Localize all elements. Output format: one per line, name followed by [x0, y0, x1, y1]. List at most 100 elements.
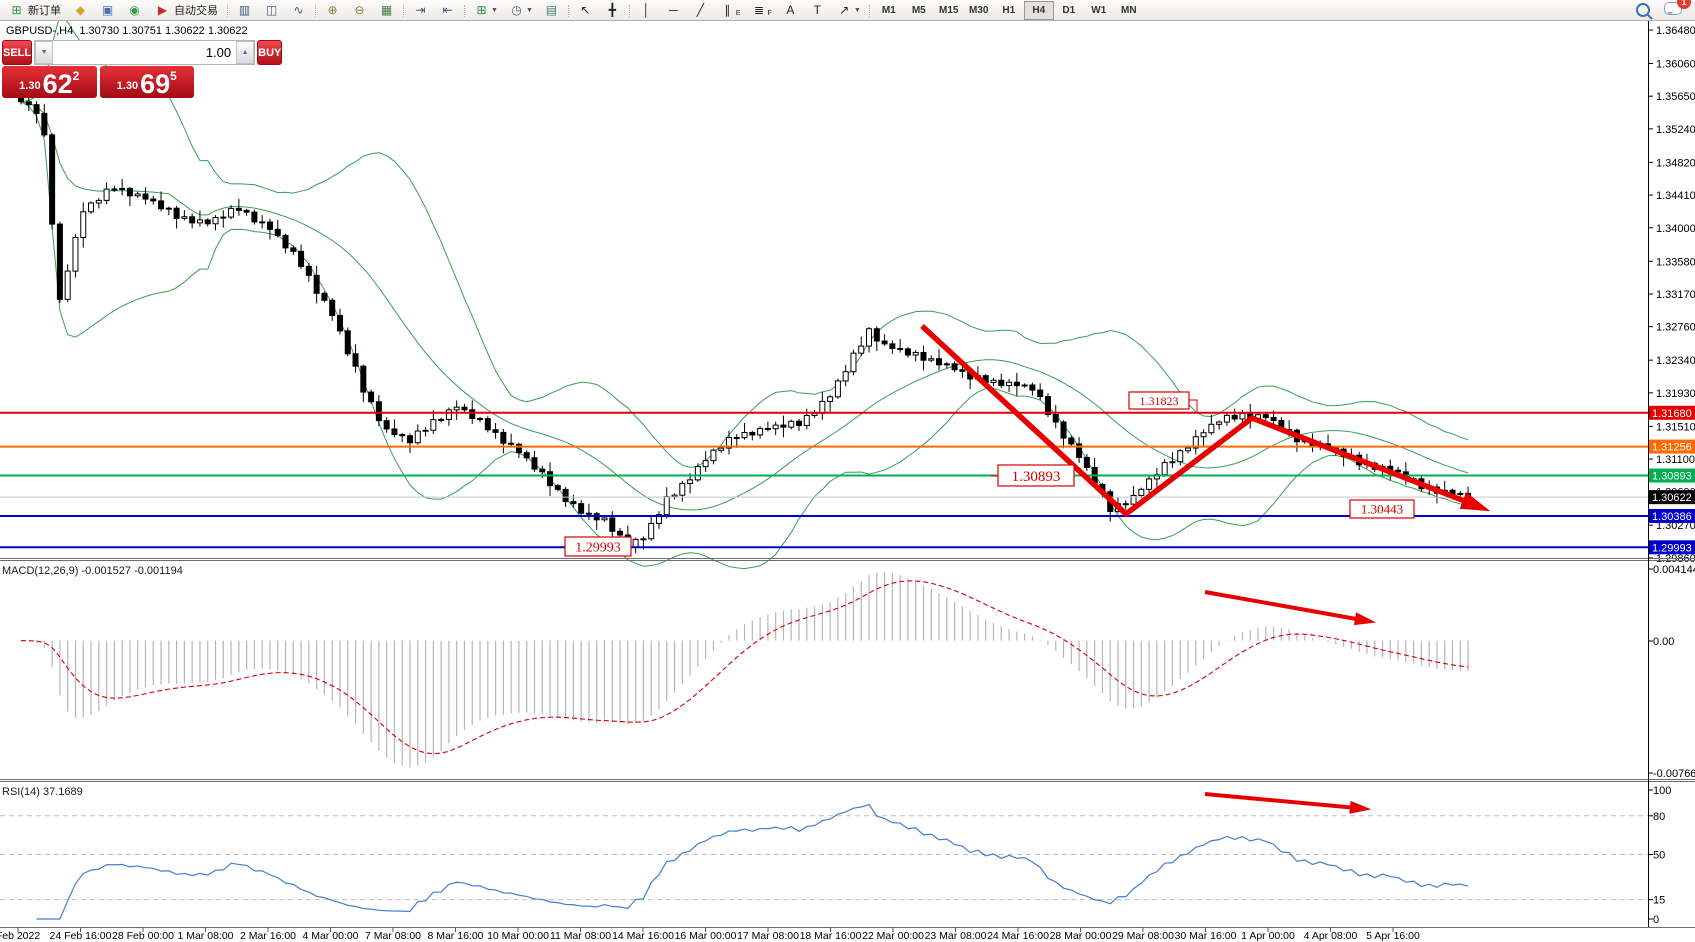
candle-body [1239, 412, 1246, 420]
buy-button[interactable]: BUY [257, 40, 283, 65]
candle-body [212, 216, 219, 225]
candle-body [344, 330, 351, 355]
candle-body [422, 429, 429, 432]
candle-body [741, 431, 748, 439]
timeframe-mn-button[interactable]: MN [1120, 4, 1137, 16]
bar-chart-button[interactable]: ▥ [231, 0, 258, 20]
cursor-button[interactable]: ↖ [572, 0, 599, 20]
line-chart-button[interactable]: ∿ [285, 0, 312, 20]
timeframe-m1-button[interactable]: M1 [881, 4, 896, 16]
price-axis-tick-label: 1.31100 [1656, 454, 1695, 466]
crosshair-button[interactable]: ╋ [599, 0, 626, 20]
timeframe-m5-button[interactable]: M5 [911, 4, 926, 16]
text-button[interactable]: A [777, 0, 804, 20]
price-annotation-label: 1.30443 [1361, 502, 1403, 517]
candle-body [663, 496, 670, 516]
periods-button[interactable]: ◷ ▼ [503, 0, 538, 20]
notifications-button[interactable]: 1 [1664, 0, 1691, 18]
timeframe-m15-button[interactable]: M15 [939, 4, 959, 16]
candle-body [399, 434, 406, 437]
timeframe-h1-button[interactable]: H1 [1002, 4, 1016, 16]
candle-body [352, 353, 359, 367]
bollinger-band-line [20, 14, 1469, 468]
volume-decrease-button[interactable]: ▼ [35, 41, 54, 64]
auto-scroll-button[interactable]: ⇥ [407, 0, 434, 20]
sell-button[interactable]: SELL [2, 40, 33, 65]
toolbar-separator [403, 5, 404, 17]
timeframe-m30-button[interactable]: M30 [969, 4, 989, 16]
signals-button[interactable]: ◉ [121, 0, 148, 20]
fibonacci-button[interactable]: ≣ F [746, 0, 777, 20]
text-label-button[interactable]: T [804, 0, 831, 20]
symbol-title: GBPUSD-,H4 [6, 25, 74, 37]
candle-body [873, 328, 880, 342]
candle-body [1231, 414, 1238, 420]
arrows-button[interactable]: ↗ ▼ [831, 0, 866, 20]
chart-shift-button[interactable]: ⇤ [434, 0, 461, 20]
arrows-icon: ↗ [839, 3, 850, 17]
time-axis-label: 2 Mar 16:00 [240, 930, 296, 942]
candlestick-chart-button[interactable]: ◫ [258, 0, 285, 20]
tile-windows-button[interactable]: ▦ [373, 0, 400, 20]
buy-price-display[interactable]: 1.30 69 5 [99, 66, 194, 98]
candle-body [1044, 396, 1051, 415]
templates-icon: ▤ [545, 3, 558, 17]
candle-body [414, 430, 421, 444]
market-watch-window-button[interactable]: ▣ [94, 0, 121, 20]
candle-body [803, 414, 810, 427]
candle-body [570, 501, 577, 505]
sell-price-display[interactable]: 1.30 62 2 [2, 66, 97, 98]
volume-increase-button[interactable]: ▲ [236, 41, 255, 64]
volume-input[interactable] [53, 41, 237, 64]
candle-body [189, 216, 196, 224]
candle-body [679, 482, 686, 496]
candle-body [725, 437, 732, 449]
autotrade-button[interactable]: ▶ 自动交易 [149, 1, 223, 19]
horizontal-line-button[interactable]: ─ [660, 0, 687, 20]
rsi-title: RSI(14) [2, 786, 40, 798]
candle-body [827, 396, 834, 402]
zoom-out-button[interactable]: ⊖ [346, 0, 373, 20]
candle-body [1006, 381, 1013, 387]
price-axis-tick-label: 1.35650 [1656, 91, 1695, 103]
candle-body [1395, 469, 1402, 473]
candle-body [749, 431, 756, 436]
candle-body [33, 104, 40, 114]
candle-body [103, 188, 110, 201]
vertical-line-icon: │ [642, 3, 651, 17]
price-annotation-box [1349, 499, 1415, 519]
candle-body [632, 538, 639, 548]
candle-body [842, 371, 849, 382]
new-chart-button[interactable]: ⊞ ▼ [468, 0, 503, 20]
timeframe-h4-button[interactable]: H4 [1023, 0, 1054, 20]
price-annotation-box [997, 464, 1075, 487]
search-icon[interactable] [1636, 3, 1650, 17]
text-label-icon: T [813, 3, 821, 17]
crosshair-icon: ╋ [608, 3, 616, 17]
candle-body [694, 466, 701, 481]
candle-body [1083, 456, 1090, 468]
rsi-indicator-label: RSI(14) 37.1689 [2, 786, 83, 798]
price-axis-tick-label: 1.34000 [1656, 223, 1695, 235]
equidistant-channel-button[interactable]: ∥ E [714, 0, 746, 20]
candle-body [601, 517, 608, 521]
templates-button[interactable]: ▤ [538, 0, 565, 20]
macd-axis-label: 0.004144 [1653, 564, 1695, 576]
candle-body [508, 442, 515, 445]
toolbar-icon-group-2: ▥ ◫ ∿ ⊕ ⊖ ▦ ⇥ ⇤ ⊞ ▼ ◷ ▼ ▤ ↖ ╋ │ ─ ╱ ∥ E ≣ F A T ↗ ▼ [224, 0, 873, 20]
candle-body [204, 219, 211, 225]
text-icon: A [786, 3, 795, 17]
timeframe-d1-button[interactable]: D1 [1062, 4, 1076, 16]
vertical-line-button[interactable]: │ [633, 0, 660, 20]
candle-body [1130, 494, 1137, 505]
new-order-button[interactable]: ⊞ 新订单 [3, 1, 66, 19]
style-brush-button[interactable]: ◆ [67, 0, 94, 20]
candle-body [469, 409, 476, 419]
rsi-value: 37.1689 [42, 786, 83, 798]
price-axis-tick-label: 1.36060 [1656, 58, 1695, 70]
trendline-button[interactable]: ╱ [687, 0, 714, 20]
zoom-in-button[interactable]: ⊕ [319, 0, 346, 20]
candle-body [375, 401, 382, 422]
timeframe-w1-button[interactable]: W1 [1091, 4, 1107, 16]
